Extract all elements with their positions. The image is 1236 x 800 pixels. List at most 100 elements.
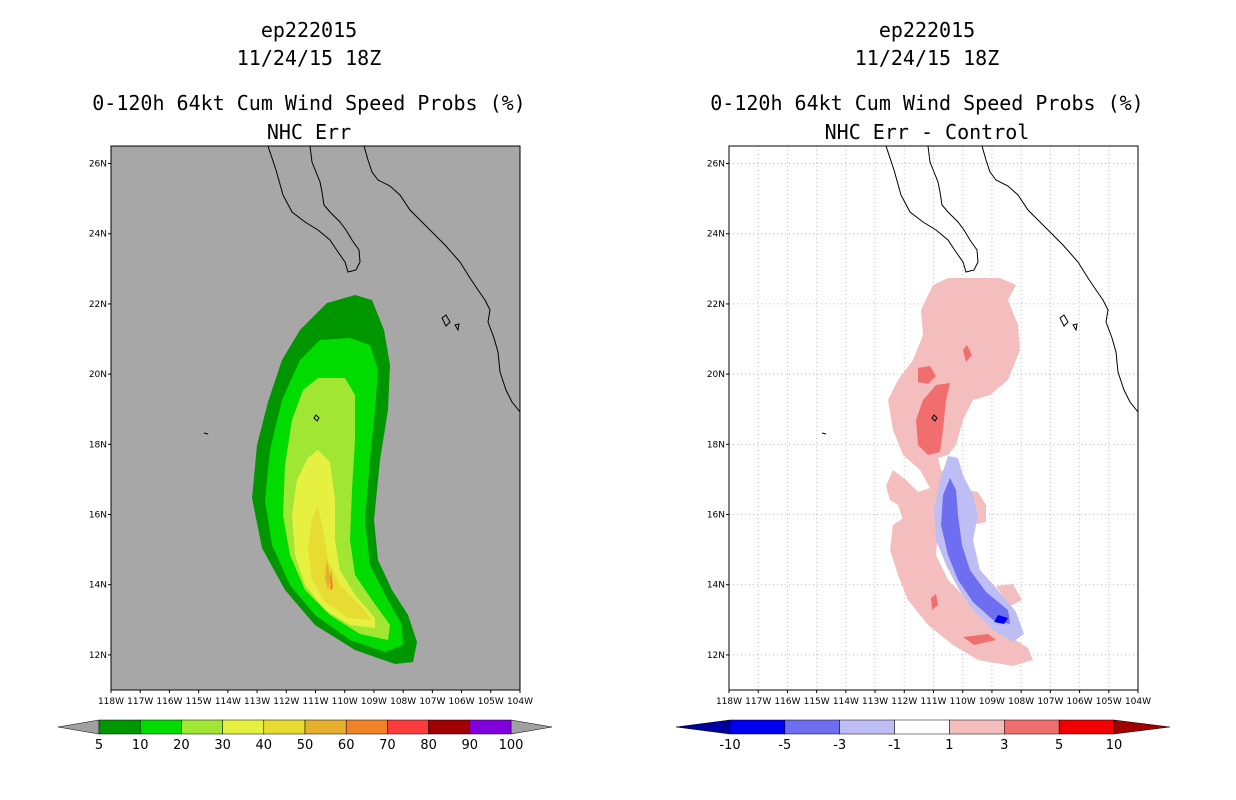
y-tick-label: 12N — [89, 651, 107, 661]
colorbar-box — [729, 719, 786, 735]
axis-ticks: 118W 117W 116W 115W 114W 113W 112W 111W 110W 109W… — [89, 160, 533, 707]
colorbar-box — [949, 719, 1005, 735]
contour-50 — [325, 560, 331, 590]
island-marias — [441, 314, 451, 327]
x-tick-label: 109W — [979, 697, 1005, 707]
island-small — [454, 323, 460, 332]
island-socorro — [931, 414, 938, 422]
x-tick-label: 105W — [1096, 697, 1122, 707]
x-tick-label: 106W — [1067, 697, 1093, 707]
datetime: 11/24/15 18Z — [854, 46, 1000, 70]
x-tick-label: 112W — [891, 697, 917, 707]
colorbar-box — [1058, 719, 1115, 735]
x-tick-label: 111W — [920, 697, 946, 707]
left-panel: ep222015 11/24/15 18Z 0-120h 64kt Cum Wi… — [57, 18, 553, 753]
island-marias — [1059, 314, 1069, 327]
colorbar-label: -10 — [719, 738, 740, 753]
island-clarion — [821, 432, 827, 435]
chart-subtitle: NHC Err - Control — [824, 120, 1030, 144]
colorbar-box — [263, 719, 306, 735]
x-tick-label: 115W — [186, 697, 212, 707]
colorbar-box — [894, 719, 950, 735]
colorbar-triangle-high — [510, 719, 553, 735]
colorbar-label: 60 — [338, 738, 355, 753]
contour-minus-5 — [994, 615, 1008, 624]
x-tick-label: 113W — [244, 697, 270, 707]
colorbar-label: 90 — [462, 738, 479, 753]
colorbar-label: 5 — [1055, 738, 1063, 753]
contour-plus-1-east — [996, 584, 1022, 606]
x-tick-label: 107W — [1037, 697, 1063, 707]
colorbar-box — [345, 719, 388, 735]
colorbar-label: 3 — [1000, 738, 1008, 753]
island-socorro — [313, 414, 320, 422]
y-tick-label: 24N — [89, 230, 107, 240]
colorbar-label: -3 — [833, 738, 846, 753]
colorbar-label: 100 — [499, 738, 524, 753]
colorbar: 5 10 20 30 40 50 60 70 80 90 100 — [57, 719, 553, 753]
map-chart: 118W 117W 116W 115W 114W 113W 112W 111W 110W 109W… — [675, 145, 1171, 753]
x-tick-label: 104W — [507, 697, 533, 707]
colorbar-label: 10 — [1106, 738, 1123, 753]
colorbar-box — [222, 719, 265, 735]
colorbar-label: 70 — [379, 738, 396, 753]
colorbar-triangle-high — [1113, 719, 1171, 735]
y-tick-label: 18N — [89, 440, 107, 450]
x-tick-label: 111W — [302, 697, 328, 707]
contour-plus-1-south — [890, 508, 1033, 666]
colorbar-label: -5 — [778, 738, 791, 753]
island-clarion — [203, 432, 209, 435]
colorbar-box — [1004, 719, 1060, 735]
x-tick-label: 112W — [273, 697, 299, 707]
x-tick-label: 115W — [804, 697, 830, 707]
x-tick-label: 105W — [478, 697, 504, 707]
colorbar-label: 50 — [297, 738, 314, 753]
colorbar-box — [387, 719, 429, 735]
chart-title: 0-120h 64kt Cum Wind Speed Probs (%) — [710, 91, 1144, 115]
y-tick-label: 26N — [89, 160, 107, 170]
baja-coast-west — [267, 146, 361, 273]
x-tick-label: 110W — [332, 697, 358, 707]
x-tick-label: 106W — [449, 697, 475, 707]
y-tick-label: 12N — [707, 651, 725, 661]
right-panel: ep222015 11/24/15 18Z 0-120h 64kt Cum Wi… — [618, 0, 1236, 800]
colorbar-label: 10 — [132, 738, 149, 753]
contour-30 — [292, 450, 375, 628]
baja-coast-west — [885, 146, 979, 273]
colorbar-label: -1 — [888, 738, 901, 753]
y-tick-label: 22N — [707, 300, 725, 310]
y-tick-label: 16N — [707, 511, 725, 521]
colorbar-label: 20 — [173, 738, 190, 753]
x-tick-label: 104W — [1125, 697, 1151, 707]
chart-title: 0-120h 64kt Cum Wind Speed Probs (%) — [92, 91, 526, 115]
colorbar-label: 5 — [95, 738, 103, 753]
colorbar-label: 30 — [214, 738, 231, 753]
contour-plus-3-west — [931, 594, 938, 610]
contour-60 — [330, 568, 333, 590]
colorbar: -10 -5 -3 -1 1 3 5 10 — [675, 719, 1171, 753]
colorbar-box — [304, 719, 347, 735]
y-tick-label: 20N — [89, 370, 107, 380]
y-tick-label: 18N — [707, 440, 725, 450]
coastline — [821, 146, 1138, 435]
x-tick-label: 113W — [862, 697, 888, 707]
x-tick-label: 116W — [156, 697, 182, 707]
coastline — [203, 146, 520, 435]
contour-plus-1 — [886, 278, 1020, 528]
colorbar-box — [784, 719, 840, 735]
x-tick-label: 118W — [716, 697, 742, 707]
y-tick-label: 16N — [89, 511, 107, 521]
x-tick-label: 110W — [950, 697, 976, 707]
y-tick-label: 14N — [707, 581, 725, 591]
contour-plus-3-north — [918, 366, 936, 384]
colorbar-triangle-low — [57, 719, 100, 735]
mainland-coast — [981, 146, 1138, 413]
datetime: 11/24/15 18Z — [236, 46, 382, 70]
contour-plus-3-dot — [963, 345, 972, 362]
colorbar-box — [139, 719, 182, 735]
colorbar-box — [839, 719, 895, 735]
chart-subtitle: NHC Err — [266, 120, 352, 144]
mainland-coast — [363, 146, 520, 413]
map-chart: 118W 117W 116W 115W 114W 113W 112W 111W 110W 109W… — [57, 145, 553, 753]
y-tick-label: 26N — [707, 160, 725, 170]
